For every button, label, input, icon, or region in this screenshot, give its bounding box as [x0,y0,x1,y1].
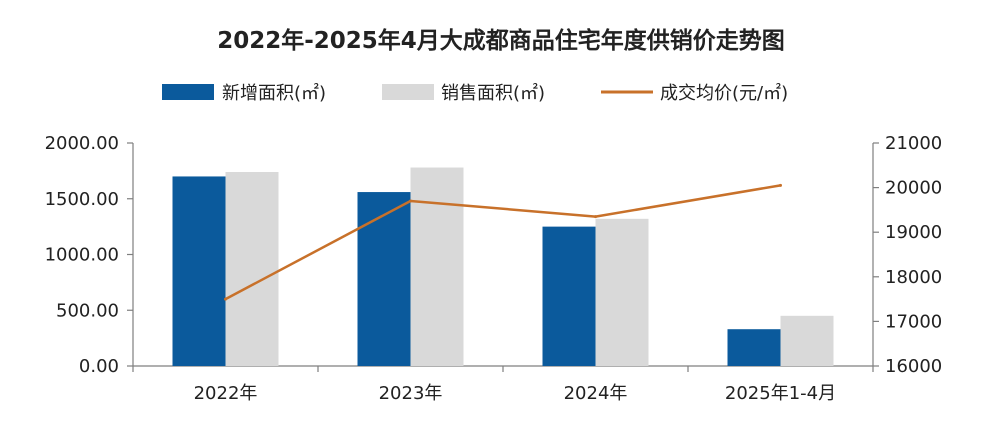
x-axis-ticks [132,366,874,372]
legend-label-new-area: 新增面积(㎡) [222,82,326,104]
x-category-label: 2023年 [379,383,443,404]
bar-new-area [542,226,596,366]
left-tick-label: 1000.00 [45,245,119,266]
line-avg-price [224,184,781,301]
bar-sales-area [595,218,649,366]
line-point-avg-price [409,199,412,203]
bar-marks [172,167,834,366]
right-tick-label: 19000 [885,222,942,243]
legend-label-sales-area: 销售面积(㎡) [441,82,545,104]
right-tick-label: 17000 [885,311,942,332]
x-category-label: 2022年 [194,383,258,404]
x-category-label: 2024年 [564,383,628,404]
chart-title: 2022年-2025年4月大成都商品住宅年度供销价走势图 [217,27,785,54]
bar-sales-area [225,171,279,366]
bar-sales-area [780,315,834,366]
right-tick-label: 16000 [885,356,942,377]
left-axis-ticks: 0.00 500.00 1000.00 1500.00 2000.00 [45,133,133,377]
legend-swatch-new-area [162,84,214,100]
legend-label-avg-price: 成交均价(元/㎡) [660,82,788,104]
right-tick-label: 20000 [885,178,942,199]
chart-legend: 新增面积(㎡) 销售面积(㎡) 成交均价(元/㎡) [162,82,788,104]
line-point-avg-price [779,183,782,187]
line-marks [224,183,782,301]
left-tick-label: 1500.00 [45,189,119,210]
x-category-label: 2025年1-4月 [725,383,836,404]
right-axis-ticks: 16000 17000 18000 19000 20000 21000 [873,133,942,377]
line-point-avg-price [224,297,227,301]
left-tick-label: 500.00 [56,300,119,321]
line-point-avg-price [594,215,597,219]
bar-new-area [172,176,226,366]
bar-new-area [727,329,781,366]
left-tick-label: 0.00 [79,356,119,377]
right-tick-label: 18000 [885,267,942,288]
legend-swatch-sales-area [382,84,434,100]
right-tick-label: 21000 [885,133,942,154]
left-tick-label: 2000.00 [45,133,119,154]
bar-new-area [357,192,411,366]
bar-sales-area [410,167,464,366]
x-axis-labels: 2022年 2023年 2024年 2025年1-4月 [194,383,837,404]
